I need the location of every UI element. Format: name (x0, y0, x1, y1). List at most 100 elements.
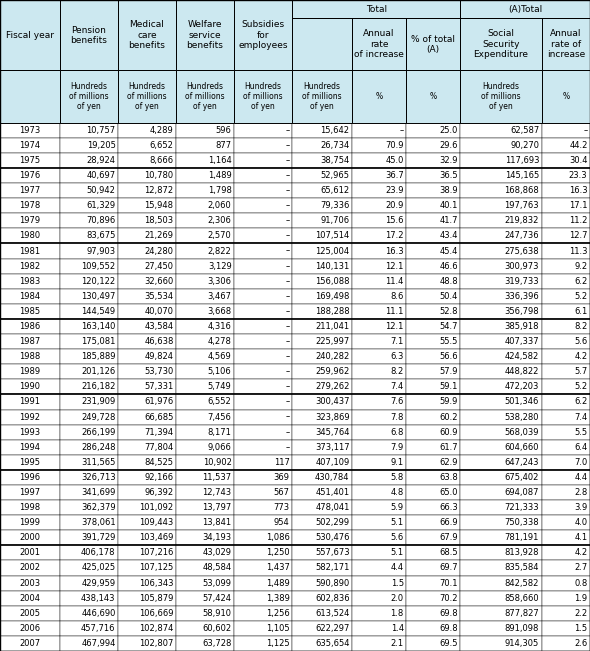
Text: 311,565: 311,565 (81, 458, 116, 467)
Text: %: % (376, 92, 383, 101)
Text: 300,437: 300,437 (315, 398, 349, 406)
Bar (292, 214, 352, 229)
Bar (542, 621, 590, 636)
Text: 1.5: 1.5 (575, 624, 588, 633)
Bar (460, 198, 542, 214)
Text: 63.8: 63.8 (439, 473, 458, 482)
Bar (460, 334, 542, 349)
Text: 5.9: 5.9 (391, 503, 404, 512)
Bar (352, 168, 407, 183)
Text: 6,652: 6,652 (150, 141, 173, 150)
Text: –: – (286, 201, 290, 210)
Text: 106,669: 106,669 (139, 609, 173, 618)
Text: 369: 369 (274, 473, 290, 482)
Bar (234, 470, 292, 485)
Text: –: – (286, 262, 290, 271)
Bar (176, 621, 234, 636)
Text: 6.3: 6.3 (391, 352, 404, 361)
Text: 1990: 1990 (19, 382, 41, 391)
Bar (352, 561, 407, 575)
Bar (60, 424, 118, 439)
Text: 26,734: 26,734 (320, 141, 349, 150)
Bar (460, 319, 542, 334)
Text: 835,584: 835,584 (504, 564, 539, 572)
Bar (460, 0, 590, 18)
Text: 1981: 1981 (19, 247, 41, 256)
Bar (176, 380, 234, 395)
Bar (460, 605, 542, 621)
Bar (460, 485, 542, 500)
Bar (352, 214, 407, 229)
Bar (234, 70, 292, 123)
Text: –: – (286, 398, 290, 406)
Text: 69.8: 69.8 (440, 609, 458, 618)
Bar (0, 575, 60, 590)
Bar (460, 531, 542, 546)
Text: 91,706: 91,706 (320, 216, 349, 225)
Text: 502,299: 502,299 (316, 518, 349, 527)
Text: 36.5: 36.5 (440, 171, 458, 180)
Bar (234, 153, 292, 168)
Text: 63,728: 63,728 (202, 639, 231, 648)
Text: 378,061: 378,061 (81, 518, 116, 527)
Text: 13,797: 13,797 (202, 503, 231, 512)
Bar (118, 138, 176, 153)
Text: 117: 117 (274, 458, 290, 467)
Bar (0, 243, 60, 258)
Text: 1,164: 1,164 (208, 156, 231, 165)
Bar (407, 395, 460, 409)
Text: 2.6: 2.6 (574, 639, 588, 648)
Text: 6.4: 6.4 (574, 443, 588, 452)
Bar (352, 349, 407, 365)
Text: 70.1: 70.1 (440, 579, 458, 588)
Text: 8.2: 8.2 (574, 322, 588, 331)
Bar (352, 18, 407, 70)
Bar (407, 153, 460, 168)
Bar (60, 123, 118, 138)
Text: 107,125: 107,125 (139, 564, 173, 572)
Bar (352, 605, 407, 621)
Bar (176, 575, 234, 590)
Text: 54.7: 54.7 (440, 322, 458, 331)
Bar (352, 229, 407, 243)
Bar (292, 168, 352, 183)
Text: 2000: 2000 (19, 533, 41, 542)
Bar (407, 18, 460, 70)
Bar (176, 70, 234, 123)
Bar (60, 470, 118, 485)
Text: 24,280: 24,280 (145, 247, 173, 256)
Text: 27,450: 27,450 (145, 262, 173, 271)
Bar (0, 439, 60, 455)
Text: 2.7: 2.7 (574, 564, 588, 572)
Bar (118, 214, 176, 229)
Bar (407, 500, 460, 515)
Bar (118, 575, 176, 590)
Bar (352, 198, 407, 214)
Bar (292, 561, 352, 575)
Text: Hundreds
of millions
of yen: Hundreds of millions of yen (185, 81, 225, 111)
Bar (460, 123, 542, 138)
Text: 225,997: 225,997 (315, 337, 349, 346)
Bar (60, 621, 118, 636)
Text: 326,713: 326,713 (81, 473, 116, 482)
Bar (60, 243, 118, 258)
Text: 1,105: 1,105 (266, 624, 290, 633)
Text: 70.2: 70.2 (440, 594, 458, 603)
Text: 57,424: 57,424 (202, 594, 231, 603)
Bar (176, 198, 234, 214)
Text: 175,081: 175,081 (81, 337, 116, 346)
Bar (407, 409, 460, 424)
Text: 20.9: 20.9 (385, 201, 404, 210)
Bar (292, 531, 352, 546)
Bar (542, 424, 590, 439)
Bar (407, 243, 460, 258)
Text: 197,763: 197,763 (504, 201, 539, 210)
Text: 67.9: 67.9 (440, 533, 458, 542)
Text: 109,552: 109,552 (81, 262, 116, 271)
Text: 105,879: 105,879 (139, 594, 173, 603)
Text: 9,066: 9,066 (208, 443, 231, 452)
Text: 23.9: 23.9 (385, 186, 404, 195)
Bar (234, 636, 292, 651)
Text: 1,437: 1,437 (266, 564, 290, 572)
Text: 16.3: 16.3 (385, 247, 404, 256)
